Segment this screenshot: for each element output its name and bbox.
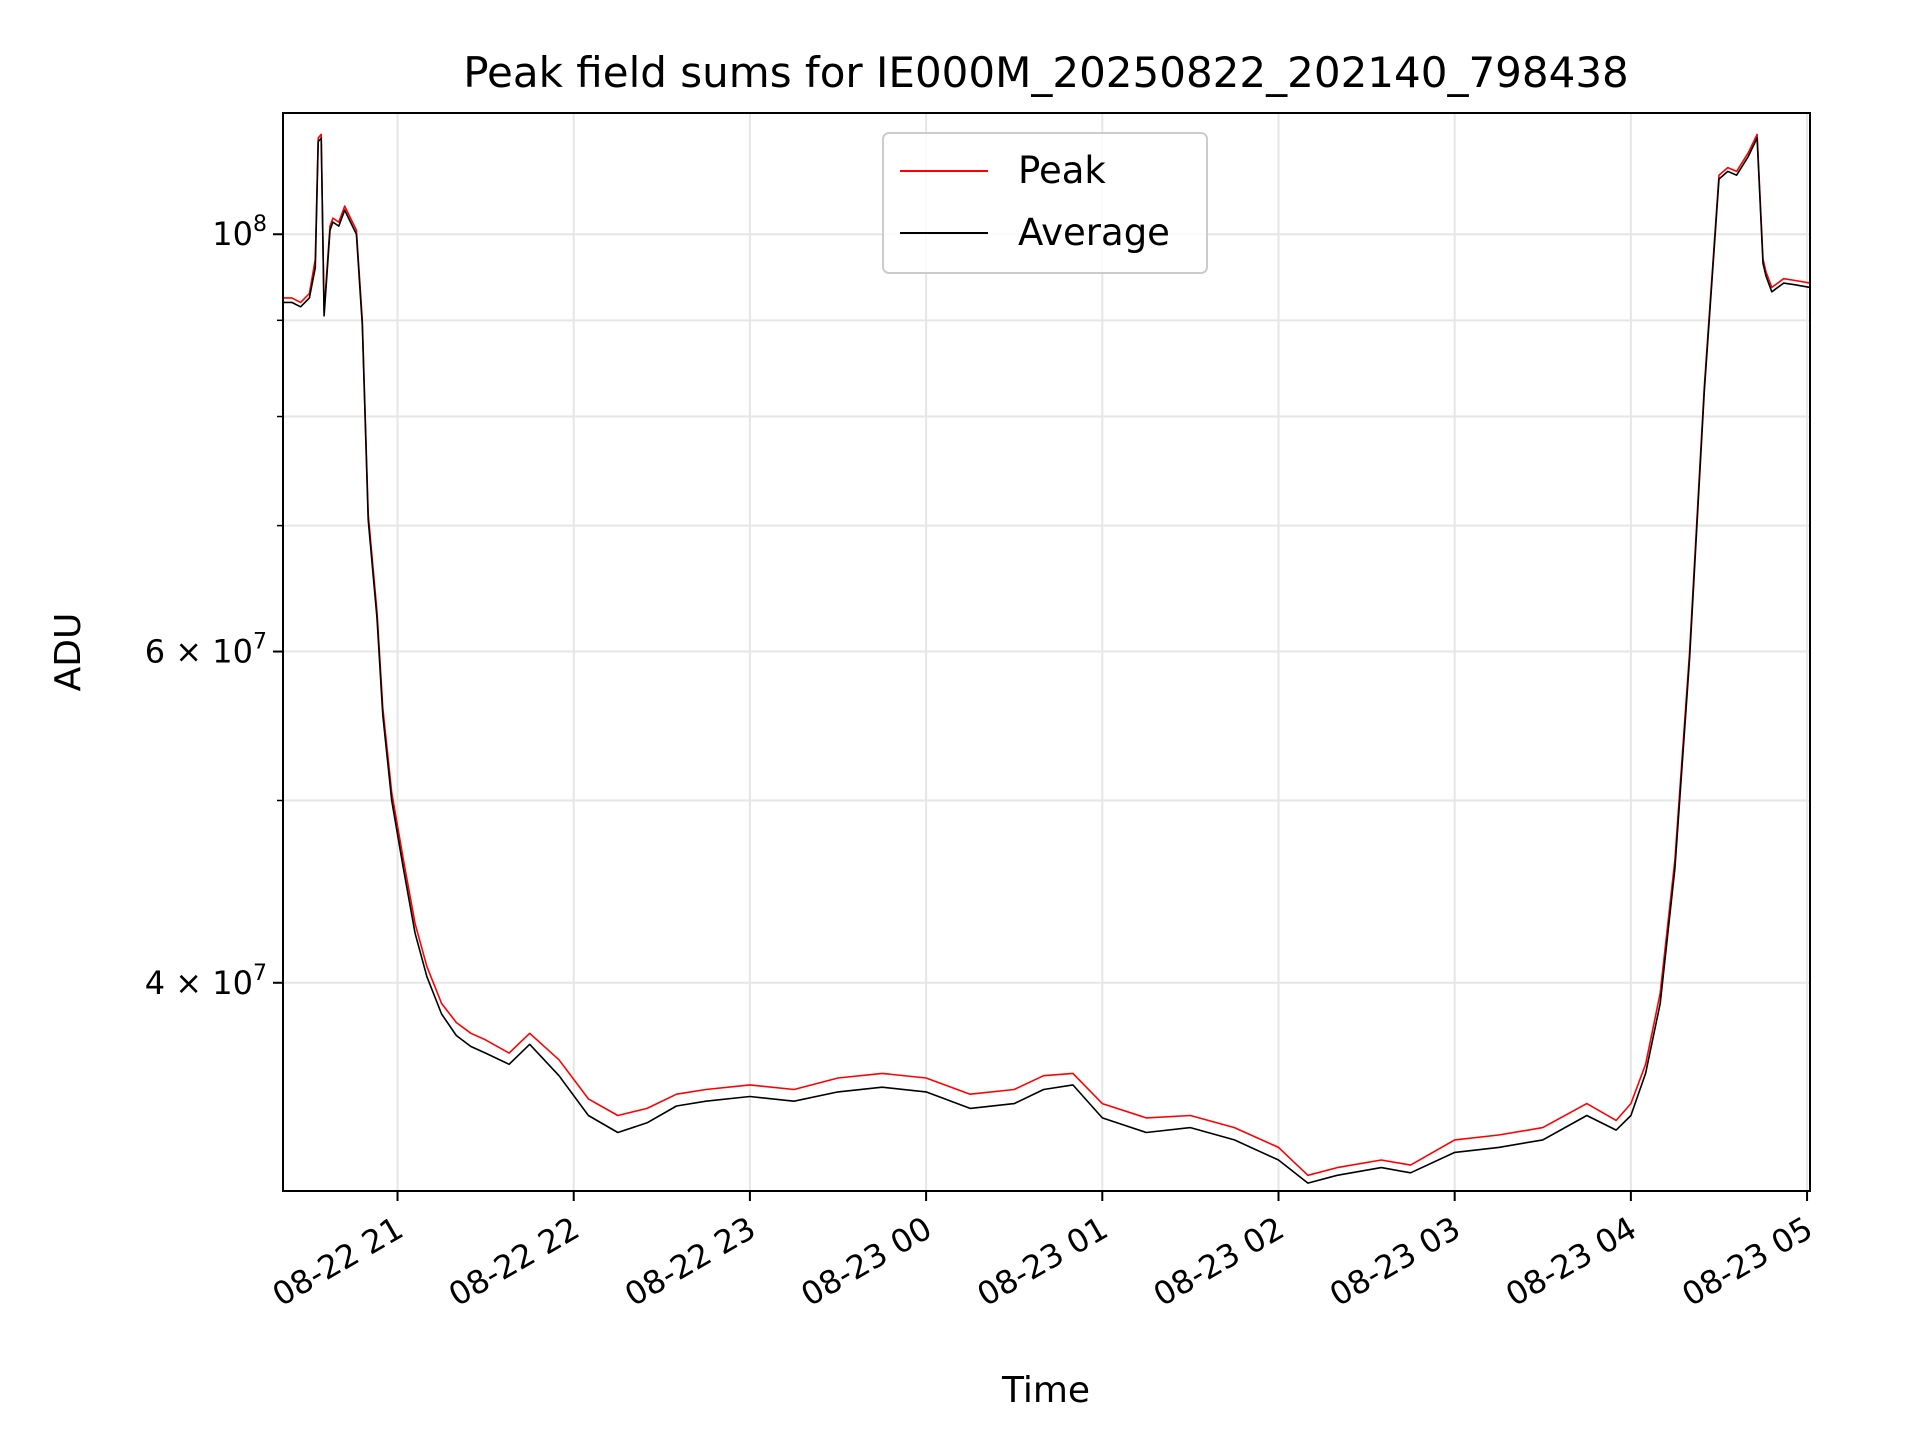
legend-label-peak: Peak [1018, 149, 1106, 192]
y-tick-label-base: 4 × 10 [145, 964, 253, 1002]
y-tick-label-base: 10 [212, 215, 253, 253]
chart-title: Peak field sums for IE000M_20250822_2021… [463, 48, 1629, 97]
legend-box [882, 132, 1208, 274]
y-tick-label-base: 6 × 10 [145, 633, 253, 671]
y-axis-label: ADU [48, 613, 89, 692]
legend-label-average: Average [1018, 211, 1170, 254]
series-layer [283, 133, 1811, 1184]
y-tick-label-exponent: 8 [253, 212, 267, 237]
grid [283, 113, 1810, 1191]
y-tick-label: 6 × 107 [145, 630, 267, 671]
series-line-average [283, 137, 1811, 1184]
y-tick-label-exponent: 7 [253, 630, 267, 655]
y-tick-label: 4 × 107 [145, 961, 267, 1002]
y-tick-label: 108 [212, 212, 267, 253]
legend: Peak Average [882, 132, 1208, 274]
y-tick-label-exponent: 7 [253, 961, 267, 986]
x-axis-label: Time [1001, 1370, 1090, 1411]
